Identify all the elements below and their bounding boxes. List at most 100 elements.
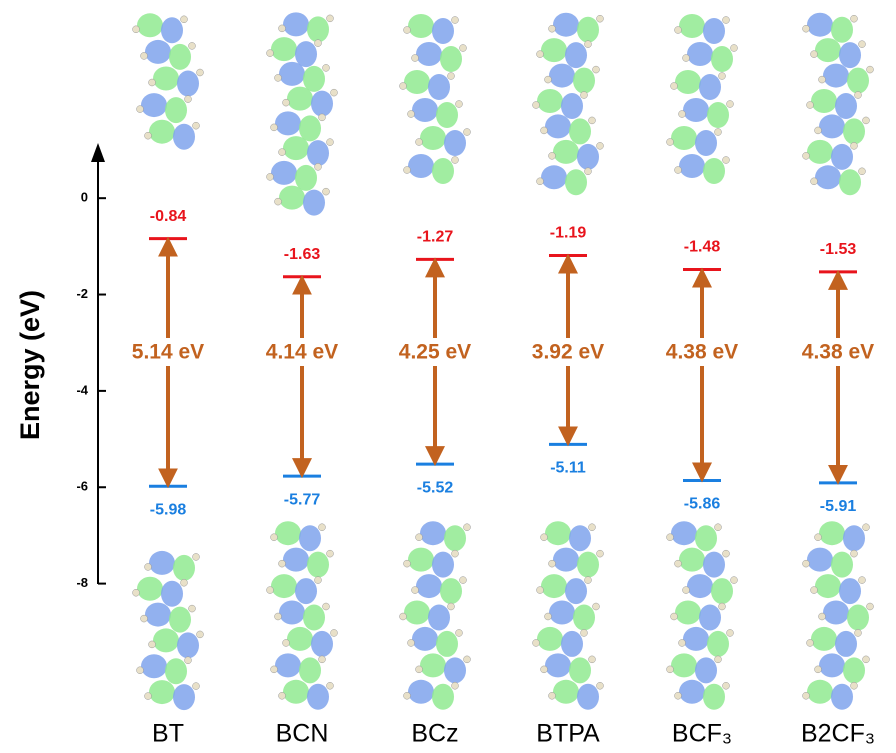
gap-label: 4.38 eV — [802, 341, 874, 364]
atom — [181, 16, 188, 23]
orbital-lobe — [683, 627, 709, 651]
atom — [271, 534, 278, 541]
atom — [815, 534, 822, 541]
orbital-lobe — [565, 169, 587, 195]
atom — [537, 51, 544, 58]
orbital-lobe — [173, 555, 195, 581]
atom — [593, 603, 600, 610]
orbital-lobe — [412, 98, 438, 122]
atom — [811, 51, 818, 58]
x-tick-label: BCz — [411, 720, 458, 748]
atom — [189, 605, 196, 612]
atom — [271, 666, 278, 673]
atom — [193, 553, 200, 560]
atom — [597, 550, 604, 557]
orbital-lobe — [173, 124, 195, 150]
orbital-lobe — [404, 70, 430, 94]
atom — [807, 102, 814, 109]
atom — [145, 693, 152, 700]
atom — [723, 682, 730, 689]
atom — [667, 534, 674, 541]
orbital-lobe — [444, 525, 466, 551]
orbital-lobe — [311, 631, 333, 657]
orbital-lobe — [843, 657, 865, 683]
orbital-lobe — [444, 130, 466, 156]
orbital-lobe — [408, 154, 434, 178]
atom — [815, 666, 822, 673]
orbital-lobe — [569, 525, 591, 551]
orbital-lobe — [823, 64, 849, 88]
orbital-lobe — [839, 42, 861, 68]
lumo-label: -1.63 — [284, 246, 321, 263]
orbital-lobe — [545, 653, 571, 677]
atom — [133, 26, 140, 33]
atom — [597, 682, 604, 689]
atom — [723, 550, 730, 557]
orbital-lobe — [545, 521, 571, 545]
atom — [404, 560, 411, 567]
atom — [585, 577, 592, 584]
orbital-lobe — [695, 130, 717, 156]
atom — [549, 25, 556, 32]
orbital-lobe — [671, 126, 697, 150]
atom — [803, 692, 810, 699]
atom — [723, 17, 730, 24]
atom — [679, 111, 686, 118]
atom — [863, 524, 870, 531]
homo-label: -5.77 — [284, 491, 321, 508]
atom — [727, 629, 734, 636]
orbital-lobe — [811, 89, 837, 113]
orbital-lobe — [295, 165, 317, 191]
orbital-lobe — [161, 17, 183, 43]
orbital-lobe — [420, 521, 446, 545]
atom — [719, 73, 726, 80]
y-tick-label: -6 — [76, 479, 88, 494]
atom — [715, 656, 722, 663]
orbital-lobe — [843, 525, 865, 551]
gap-label: 4.25 eV — [399, 341, 471, 364]
orbital-lobe — [408, 680, 434, 704]
atom — [133, 589, 140, 596]
orbital-lobe — [275, 653, 301, 677]
orbital-lobe — [149, 551, 175, 575]
atom — [533, 639, 540, 646]
orbital-lobe — [699, 74, 721, 100]
orbital-lobe — [275, 111, 301, 135]
orbital-lobe — [553, 548, 579, 572]
atom — [452, 682, 459, 689]
atom — [863, 656, 870, 663]
orbital-lobe — [815, 165, 841, 189]
orbital-lobe — [428, 605, 450, 631]
atom — [851, 15, 858, 22]
x-tick-label: BCN — [276, 720, 329, 748]
orbital-lobe — [408, 14, 434, 38]
orbital-lobe — [573, 605, 595, 631]
atom — [189, 42, 196, 49]
atom — [279, 149, 286, 156]
atom — [412, 55, 419, 62]
atom — [464, 656, 471, 663]
orbital-lobe — [703, 18, 725, 44]
atom — [271, 124, 278, 131]
orbital-lobe — [843, 118, 865, 144]
orbital-lobe — [169, 44, 191, 70]
atom — [267, 173, 274, 180]
atom — [404, 692, 411, 699]
orbital-lobe — [537, 89, 563, 113]
orbital-lobe — [416, 42, 442, 66]
x-tick-label: BTPA — [536, 720, 600, 748]
gap-label: 3.92 eV — [532, 341, 604, 364]
atom — [597, 142, 604, 149]
atom — [327, 682, 334, 689]
orbital-lobe — [141, 654, 167, 678]
orbital-lobe — [271, 161, 297, 185]
lumo-label: -1.19 — [550, 225, 587, 242]
orbital-lobe — [145, 603, 171, 627]
orbital-lobe — [687, 574, 713, 598]
homo-label: -5.11 — [550, 460, 586, 477]
y-tick-label: -8 — [76, 575, 88, 590]
orbital-lobe — [299, 115, 321, 141]
atom — [315, 40, 322, 47]
orbital-lobe — [165, 658, 187, 684]
orbital-lobe — [287, 87, 313, 111]
